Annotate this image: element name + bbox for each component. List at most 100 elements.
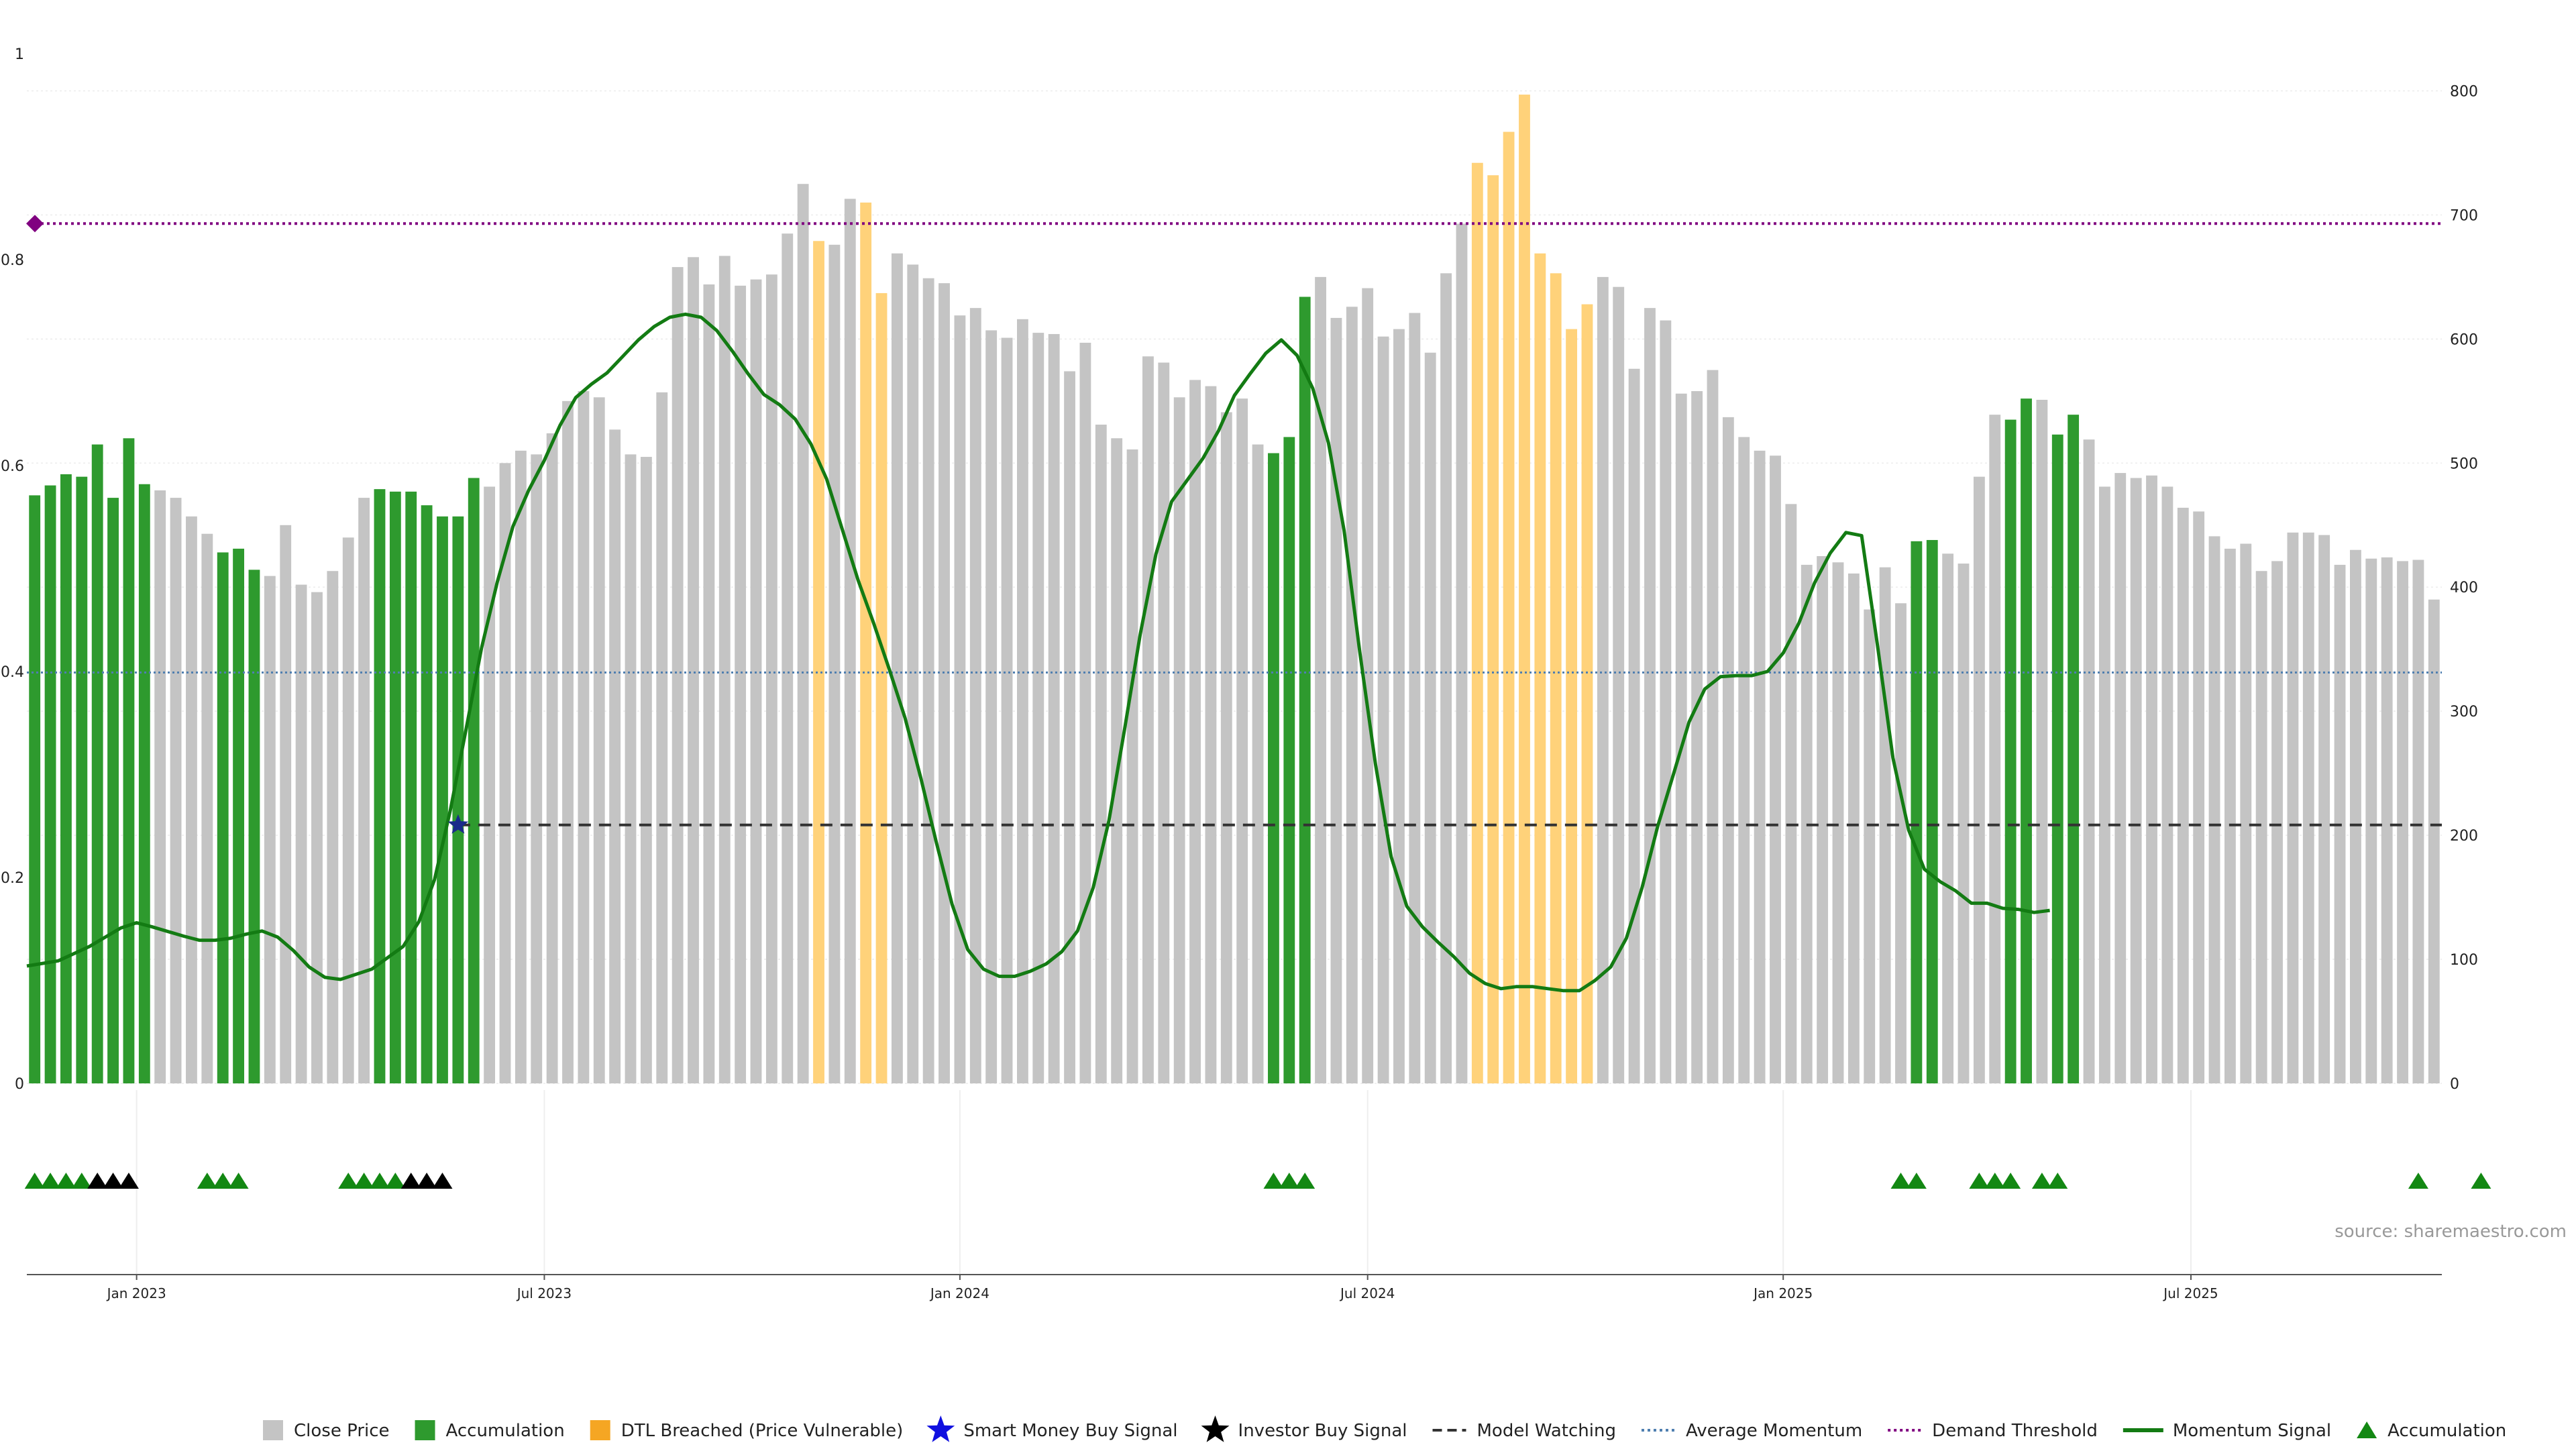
legend-item: Demand Threshold (1888, 1421, 2098, 1441)
accumulation-triangle (40, 1173, 61, 1189)
legend-swatch (263, 1420, 283, 1440)
price-bar (2130, 478, 2142, 1083)
price-bar (1095, 424, 1107, 1083)
price-bar (782, 233, 794, 1084)
price-bar (515, 450, 527, 1083)
right-tick-label: 700 (2450, 207, 2478, 224)
price-bar (2350, 549, 2361, 1083)
price-bar (1268, 453, 1279, 1083)
price-bar (718, 256, 731, 1084)
x-tick-label: Jan 2024 (929, 1285, 989, 1301)
accumulation-triangle (2000, 1173, 2021, 1189)
price-bar (311, 592, 323, 1083)
accumulation-triangle (71, 1173, 92, 1189)
accumulation-triangle (385, 1173, 406, 1189)
price-bar (29, 495, 41, 1083)
price-bar (625, 454, 637, 1083)
price-bar (1895, 603, 1907, 1083)
legend-star-icon (1201, 1415, 1230, 1442)
price-bar (922, 278, 934, 1083)
price-bar (327, 571, 339, 1083)
price-bar (875, 292, 888, 1084)
price-bar (938, 283, 950, 1083)
price-bar (797, 184, 809, 1083)
price-bar (1644, 308, 1656, 1084)
price-bar (405, 491, 417, 1083)
price-bar (907, 264, 919, 1083)
price-bar (1754, 450, 1766, 1083)
price-bar (2271, 561, 2283, 1083)
right-tick-label: 300 (2450, 704, 2478, 720)
smart-money-star (447, 814, 469, 834)
price-bar (1393, 329, 1405, 1083)
accumulation-triangle (213, 1173, 233, 1189)
right-tick-label: 600 (2450, 331, 2478, 348)
price-bar (1064, 371, 1075, 1083)
price-bar (765, 274, 777, 1084)
price-bar (2068, 415, 2080, 1083)
price-bar (954, 315, 966, 1083)
price-bar (2051, 434, 2063, 1083)
price-bar (2098, 486, 2110, 1083)
x-tick-label: Jan 2023 (106, 1285, 166, 1301)
price-bar (1597, 276, 1609, 1083)
accumulation-triangle (197, 1173, 217, 1189)
source-label: source: sharemaestro.com (2334, 1222, 2567, 1242)
price-bar (2021, 398, 2032, 1083)
accumulation-triangle (1295, 1173, 1316, 1189)
price-bar (76, 476, 88, 1083)
price-bar (593, 397, 605, 1083)
accumulation-triangle (2471, 1173, 2491, 1189)
momentum-signal-line (26, 312, 2050, 993)
accumulation-triangle (87, 1173, 108, 1189)
price-bar (264, 576, 276, 1083)
legend-star-icon (926, 1415, 955, 1442)
price-bar (154, 490, 166, 1083)
left-tick-label: 0.2 (1, 870, 24, 887)
price-bar (1785, 504, 1797, 1083)
price-bar (1581, 304, 1593, 1083)
price-bar (437, 516, 448, 1083)
right-tick-label: 500 (2450, 455, 2478, 472)
price-bar (1079, 342, 1091, 1083)
signal-markers (447, 814, 469, 834)
price-bar (1770, 455, 1781, 1083)
price-bar (484, 486, 496, 1083)
price-bar (1879, 567, 1891, 1083)
legend-swatch (415, 1420, 435, 1440)
price-bar (531, 454, 543, 1083)
price-bar (2412, 559, 2424, 1083)
price-bar (703, 284, 715, 1084)
price-bar (1173, 397, 1185, 1083)
price-bar (1519, 95, 1530, 1083)
accumulation-triangle (1906, 1173, 1927, 1189)
accumulation-triangle (1279, 1173, 1299, 1189)
price-bar (578, 391, 590, 1083)
accumulation-triangle (1984, 1173, 2005, 1189)
price-bar (1847, 573, 1860, 1083)
price-bar (1817, 556, 1829, 1083)
price-bar (1628, 368, 1640, 1083)
price-bar (2083, 439, 2095, 1083)
price-bar (2193, 511, 2205, 1083)
price-bar (1503, 131, 1515, 1083)
price-bar (280, 525, 292, 1083)
price-bar (1471, 162, 1483, 1084)
price-bar (969, 308, 981, 1084)
left-tick-label: 0.8 (1, 252, 24, 269)
price-bar (1315, 276, 1326, 1083)
legend-label: Model Watching (1477, 1421, 1616, 1441)
price-bar (2177, 507, 2189, 1083)
accumulation-triangle (432, 1173, 453, 1189)
price-bar (2208, 536, 2220, 1083)
price-bar (1377, 336, 1389, 1084)
price-bar (2114, 473, 2127, 1083)
x-tick-label: Jul 2024 (1339, 1285, 1395, 1301)
price-bar (1487, 175, 1499, 1083)
legend-item: Accumulation (415, 1420, 565, 1441)
price-bar (640, 457, 652, 1083)
price-bar (1032, 333, 1044, 1083)
price-bar (1957, 564, 1970, 1083)
accumulation-triangle (1890, 1173, 1911, 1189)
legend-item: Model Watching (1432, 1421, 1616, 1441)
